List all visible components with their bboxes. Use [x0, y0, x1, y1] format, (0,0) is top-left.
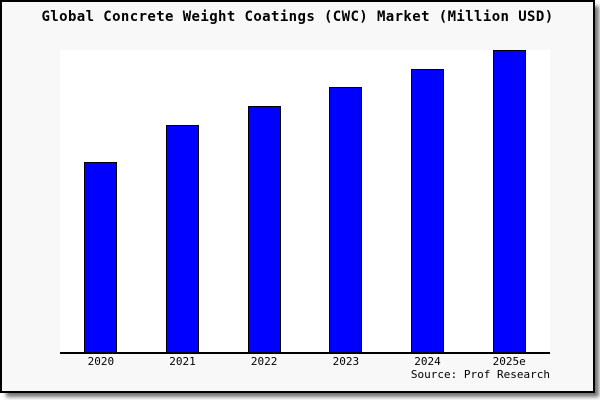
bar-2023: [329, 86, 363, 352]
bar-2024: [410, 69, 444, 352]
x-tick-label-2023: 2023: [332, 355, 360, 368]
bars: [60, 50, 550, 352]
bar-2020: [84, 162, 118, 352]
x-tick-label-2021: 2021: [169, 355, 196, 368]
x-tick-label-2025e: 2025e: [492, 355, 526, 368]
plot-area: [60, 50, 550, 354]
source-note: Source: Prof Research: [410, 368, 550, 381]
x-tick-label-2020: 2020: [87, 355, 115, 368]
bar-2021: [165, 125, 199, 352]
chart-frame: Global Concrete Weight Coatings (CWC) Ma…: [0, 0, 595, 393]
x-axis-labels: 2020 2021 2022 2023 2024 2025e: [60, 355, 550, 368]
chart-title: Global Concrete Weight Coatings (CWC) Ma…: [41, 9, 554, 25]
bar-2025e: [492, 50, 526, 352]
bar-2022: [247, 105, 281, 352]
x-tick-label-2022: 2022: [250, 355, 278, 368]
x-tick-label-2024: 2024: [414, 355, 441, 368]
